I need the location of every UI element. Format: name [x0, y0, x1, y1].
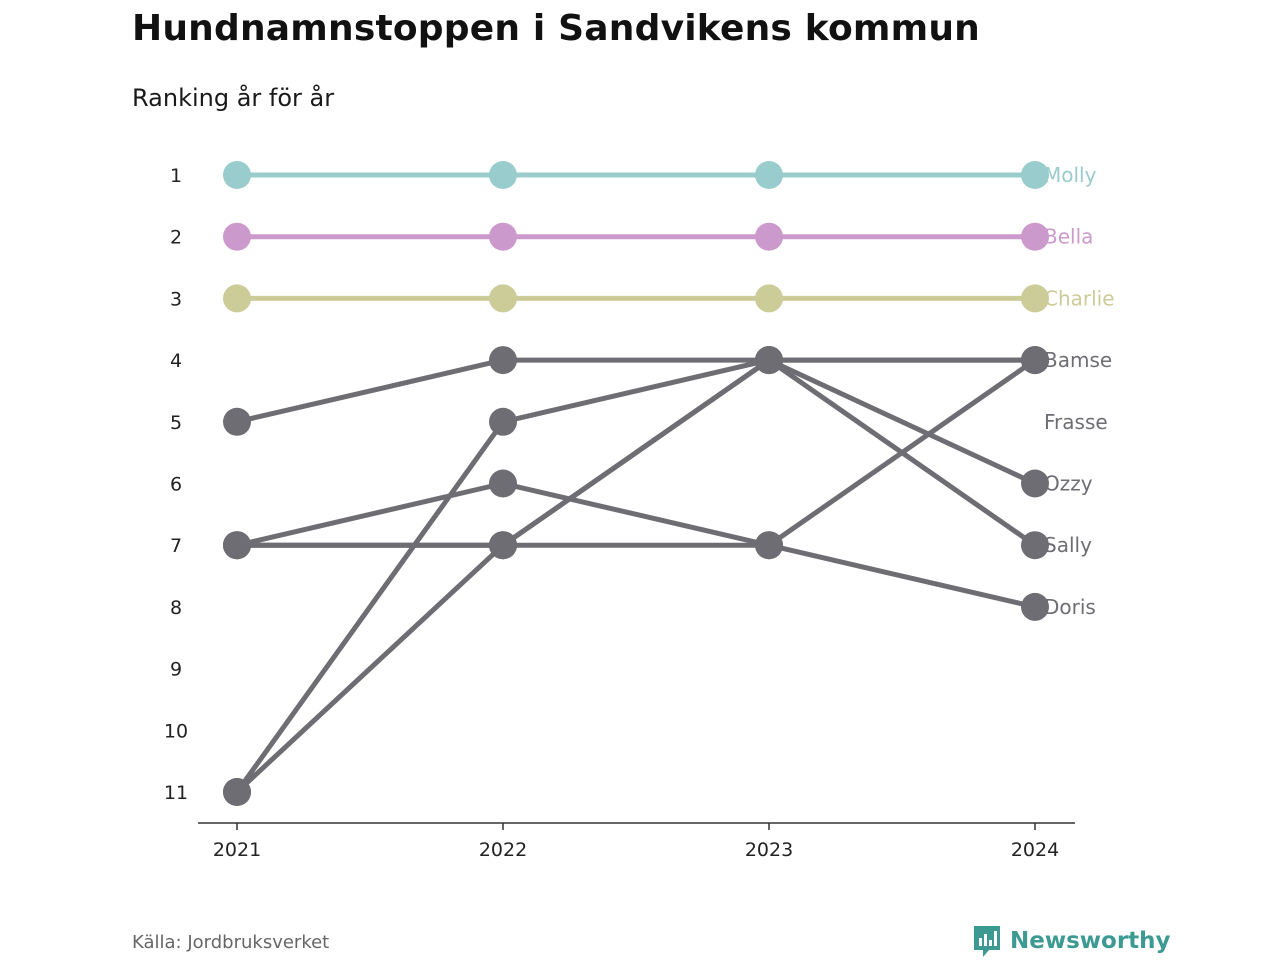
- series-point: [1021, 592, 1049, 621]
- y-tick-label: 10: [164, 720, 188, 742]
- series-point: [489, 469, 517, 498]
- y-axis-ticks: 1 2 3 4 5 6 7 8 9 10 11: [164, 165, 188, 804]
- series-label: Bamse: [1044, 348, 1112, 372]
- series-point: [489, 531, 517, 560]
- series-label: Frasse: [1044, 410, 1108, 434]
- series-point: [755, 161, 783, 189]
- series-point: [223, 284, 251, 313]
- series-label: Charlie: [1044, 286, 1115, 310]
- chart-title: Hundnamnstoppen i Sandvikens kommun: [132, 8, 980, 49]
- series-label: Doris: [1044, 595, 1096, 619]
- series-point: [1021, 284, 1049, 313]
- series-line: [234, 357, 1038, 795]
- brand-name: Newsworthy: [1010, 928, 1171, 954]
- series-point: [1021, 161, 1049, 189]
- source-note: Källa: Jordbruksverket: [132, 932, 330, 953]
- series-point: [489, 284, 517, 313]
- x-tick-label: 2024: [1011, 839, 1059, 861]
- series-point: [223, 778, 251, 806]
- y-tick-label: 6: [170, 474, 182, 496]
- series-point: [223, 531, 251, 560]
- series-labels: Molly Bella Charlie Bamse Frasse Ozzy Sally Dor…: [1044, 163, 1115, 619]
- y-tick-label: 5: [170, 412, 182, 434]
- y-tick-label: 3: [170, 288, 182, 310]
- series-lines: [234, 172, 1038, 795]
- series-point: [489, 407, 517, 436]
- x-tick-label: 2023: [745, 839, 793, 861]
- series-line: [234, 481, 1038, 610]
- x-tick-label: 2021: [213, 839, 261, 861]
- series-label: Sally: [1044, 533, 1092, 557]
- series-point: [223, 407, 251, 436]
- x-axis-ticks: 2021 2022 2023 2024: [213, 823, 1059, 861]
- series-point: [489, 161, 517, 189]
- series-point: [1021, 531, 1049, 560]
- series-point: [755, 531, 783, 560]
- series-label: Molly: [1044, 163, 1097, 187]
- series-label: Ozzy: [1044, 472, 1093, 496]
- y-tick-label: 11: [164, 782, 188, 804]
- y-tick-label: 8: [170, 597, 182, 619]
- series-point: [223, 222, 251, 251]
- series-point: [223, 161, 251, 189]
- brand-logo: Newsworthy: [972, 924, 1171, 958]
- chart-subtitle: Ranking år för år: [132, 84, 335, 112]
- y-tick-label: 9: [170, 659, 182, 681]
- y-tick-label: 7: [170, 535, 182, 557]
- series-point: [489, 222, 517, 251]
- series-point: [1021, 469, 1049, 498]
- series-point: [755, 346, 783, 375]
- y-tick-label: 4: [170, 350, 182, 372]
- bar-chart-logo-icon: [974, 926, 1000, 957]
- series-point: [1021, 222, 1049, 251]
- series-points: [223, 161, 1049, 806]
- series-label: Bella: [1044, 225, 1093, 249]
- x-tick-label: 2022: [479, 839, 527, 861]
- series-line: [234, 357, 1038, 548]
- series-point: [755, 284, 783, 313]
- y-tick-label: 1: [170, 165, 182, 187]
- series-point: [1021, 346, 1049, 375]
- series-line: [234, 357, 1038, 795]
- series-point: [755, 222, 783, 251]
- y-tick-label: 2: [170, 227, 182, 249]
- series-point: [489, 346, 517, 375]
